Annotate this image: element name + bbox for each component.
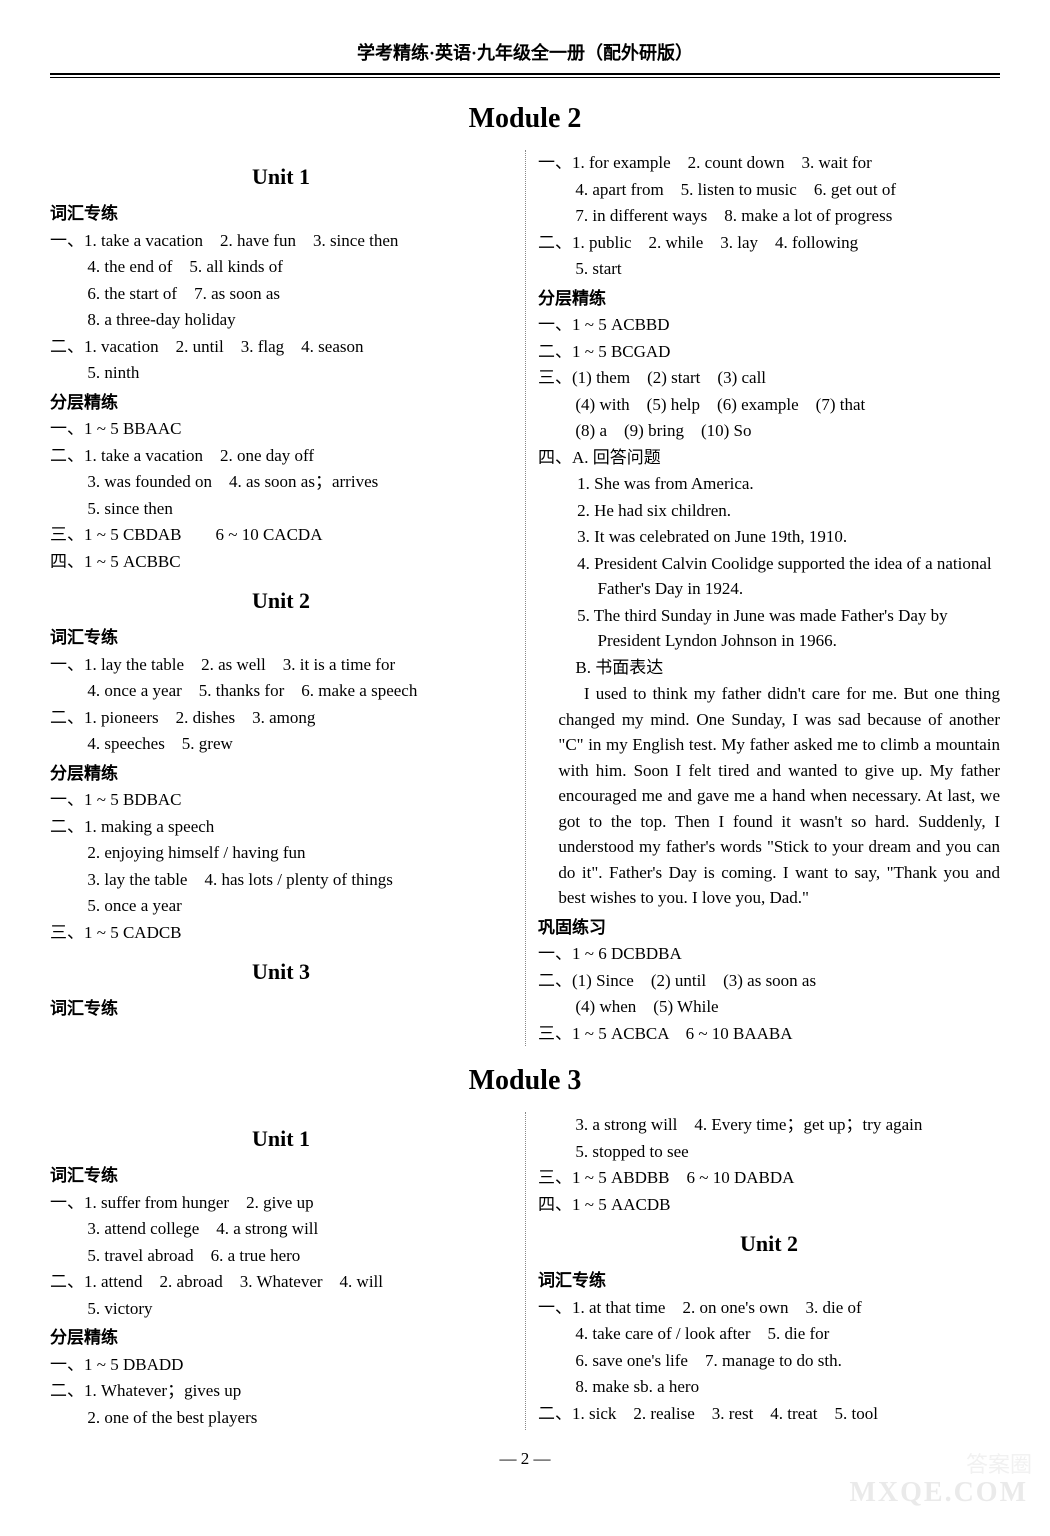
module-3-columns: Unit 1 词汇专练 一、1. suffer from hunger 2. g…: [50, 1112, 1000, 1430]
answer-line: 5. The third Sunday in June was made Fat…: [538, 603, 1000, 654]
answer-line: 5. stopped to see: [538, 1139, 1000, 1165]
answer-line: 二、1. sick 2. realise 3. rest 4. treat 5.…: [538, 1401, 1000, 1427]
answer-line: 一、1. take a vacation 2. have fun 3. sinc…: [50, 228, 512, 254]
answer-line: 4. take care of / look after 5. die for: [538, 1321, 1000, 1347]
section-fenceng: 分层精练: [50, 761, 512, 787]
answer-line: 一、1. lay the table 2. as well 3. it is a…: [50, 652, 512, 678]
answer-line: 4. apart from 5. listen to music 6. get …: [538, 177, 1000, 203]
section-cihui: 词汇专练: [50, 625, 512, 651]
answer-line: 一、1 ~ 6 DCBDBA: [538, 941, 1000, 967]
answer-line: 一、1 ~ 5 DBADD: [50, 1352, 512, 1378]
answer-line: 5. since then: [50, 496, 512, 522]
essay-text: I used to think my father didn't care fo…: [538, 681, 1000, 911]
answer-line: 四、1 ~ 5 ACBBC: [50, 549, 512, 575]
answer-line: 7. in different ways 8. make a lot of pr…: [538, 203, 1000, 229]
answer-line: 4. once a year 5. thanks for 6. make a s…: [50, 678, 512, 704]
answer-line: 三、1 ~ 5 ABDBB 6 ~ 10 DABDA: [538, 1165, 1000, 1191]
answer-line: 2. He had six children.: [538, 498, 1000, 524]
answer-line: 2. enjoying himself / having fun: [50, 840, 512, 866]
unit-title: Unit 2: [538, 1227, 1000, 1260]
answer-line: 6. the start of 7. as soon as: [50, 281, 512, 307]
section-fenceng: 分层精练: [538, 286, 1000, 312]
answer-line: B. 书面表达: [538, 655, 1000, 681]
answer-line: 三、1 ~ 5 CBDAB 6 ~ 10 CACDA: [50, 522, 512, 548]
answer-line: 1. She was from America.: [538, 471, 1000, 497]
section-cihui: 词汇专练: [538, 1268, 1000, 1294]
module-2-title: Module 2: [50, 98, 1000, 140]
answer-line: 5. once a year: [50, 893, 512, 919]
answer-line: 8. a three-day holiday: [50, 307, 512, 333]
answer-line: 3. lay the table 4. has lots / plenty of…: [50, 867, 512, 893]
answer-line: 一、1. for example 2. count down 3. wait f…: [538, 150, 1000, 176]
answer-line: 三、(1) them (2) start (3) call: [538, 365, 1000, 391]
answer-line: 二、1. making a speech: [50, 814, 512, 840]
answer-line: 四、1 ~ 5 AACDB: [538, 1192, 1000, 1218]
answer-line: 二、1. pioneers 2. dishes 3. among: [50, 705, 512, 731]
answer-line: 一、1. suffer from hunger 2. give up: [50, 1190, 512, 1216]
module-3-title: Module 3: [50, 1060, 1000, 1102]
answer-line: 4. speeches 5. grew: [50, 731, 512, 757]
answer-line: 3. a strong will 4. Every time；get up；tr…: [538, 1112, 1000, 1138]
answer-line: 3. attend college 4. a strong will: [50, 1216, 512, 1242]
page-number: — 2 —: [50, 1446, 1000, 1472]
answer-line: 二、1. attend 2. abroad 3. Whatever 4. wil…: [50, 1269, 512, 1295]
header-rule: [50, 73, 1000, 78]
unit-title: Unit 2: [50, 584, 512, 617]
unit-title: Unit 1: [50, 160, 512, 193]
answer-line: 8. make sb. a hero: [538, 1374, 1000, 1400]
answer-line: 5. start: [538, 256, 1000, 282]
page-header: 学考精练·英语·九年级全一册（配外研版）: [50, 40, 1000, 73]
answer-line: 2. one of the best players: [50, 1405, 512, 1431]
answer-line: 一、1 ~ 5 BDBAC: [50, 787, 512, 813]
section-cihui: 词汇专练: [50, 201, 512, 227]
answer-line: 一、1 ~ 5 ACBBD: [538, 312, 1000, 338]
answer-line: 5. ninth: [50, 360, 512, 386]
section-fenceng: 分层精练: [50, 1325, 512, 1351]
answer-line: 二、1. public 2. while 3. lay 4. following: [538, 230, 1000, 256]
answer-line: (4) with (5) help (6) example (7) that: [538, 392, 1000, 418]
unit-title: Unit 3: [50, 955, 512, 988]
answer-line: 6. save one's life 7. manage to do sth.: [538, 1348, 1000, 1374]
m2-unit1: Unit 1 词汇专练 一、1. take a vacation 2. have…: [50, 160, 512, 574]
unit-title: Unit 1: [50, 1122, 512, 1155]
answer-line: 二、1. Whatever；gives up: [50, 1378, 512, 1404]
answer-line: 4. President Calvin Coolidge supported t…: [538, 551, 1000, 602]
answer-line: 三、1 ~ 5 CADCB: [50, 920, 512, 946]
answer-line: 3. It was celebrated on June 19th, 1910.: [538, 524, 1000, 550]
answer-line: 二、(1) Since (2) until (3) as soon as: [538, 968, 1000, 994]
section-fenceng: 分层精练: [50, 390, 512, 416]
section-gonggu: 巩固练习: [538, 915, 1000, 941]
m3-unit2: Unit 2 词汇专练 一、1. at that time 2. on one'…: [538, 1227, 1000, 1426]
answer-line: 四、A. 回答问题: [538, 445, 1000, 471]
m2-unit2: Unit 2 词汇专练 一、1. lay the table 2. as wel…: [50, 584, 512, 945]
answer-line: 一、1 ~ 5 BBAAC: [50, 416, 512, 442]
answer-line: (8) a (9) bring (10) So: [538, 418, 1000, 444]
answer-line: 一、1. at that time 2. on one's own 3. die…: [538, 1295, 1000, 1321]
watermark-url: MXQE.COM: [849, 1472, 1028, 1514]
answer-line: (4) when (5) While: [538, 994, 1000, 1020]
section-cihui: 词汇专练: [50, 1163, 512, 1189]
answer-line: 3. was founded on 4. as soon as；arrives: [50, 469, 512, 495]
answer-line: 二、1. take a vacation 2. one day off: [50, 443, 512, 469]
answer-line: 三、1 ~ 5 ACBCA 6 ~ 10 BAABA: [538, 1021, 1000, 1047]
answer-line: 4. the end of 5. all kinds of: [50, 254, 512, 280]
section-cihui: 词汇专练: [50, 996, 512, 1022]
answer-line: 二、1. vacation 2. until 3. flag 4. season: [50, 334, 512, 360]
answer-line: 二、1 ~ 5 BCGAD: [538, 339, 1000, 365]
answer-line: 5. travel abroad 6. a true hero: [50, 1243, 512, 1269]
answer-line: 5. victory: [50, 1296, 512, 1322]
module-2-columns: Unit 1 词汇专练 一、1. take a vacation 2. have…: [50, 150, 1000, 1046]
